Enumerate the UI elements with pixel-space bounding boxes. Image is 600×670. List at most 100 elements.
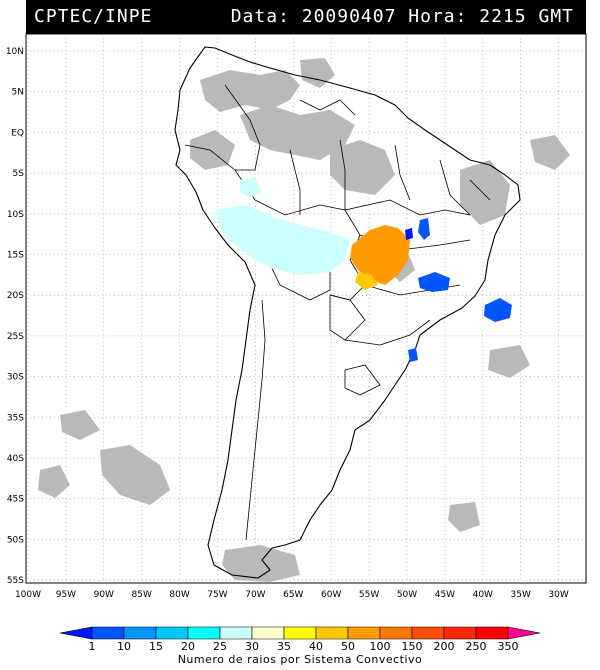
legend-colorbar <box>59 626 541 640</box>
system-cyan-peru <box>240 178 262 198</box>
lat-label: 40S <box>7 454 24 464</box>
lat-label: 10S <box>7 210 24 220</box>
cloud-east-atl <box>488 345 530 378</box>
legend-swatch <box>475 626 509 640</box>
lon-label: 50W <box>397 590 417 600</box>
cloud-cover <box>38 58 570 582</box>
border-brazil-amazon <box>289 139 411 215</box>
lon-label: 100W <box>15 590 41 600</box>
lon-label: 60W <box>321 590 341 600</box>
lon-label: 55W <box>359 590 379 600</box>
lat-label: 55S <box>7 576 24 586</box>
legend-swatch <box>347 626 381 640</box>
legend-tick: 30 <box>245 640 259 653</box>
system-yellow-mato-grosso <box>355 272 378 290</box>
border-northeast <box>439 159 491 216</box>
lat-label: EQ <box>11 128 24 138</box>
border-brazil-states-4 <box>344 319 431 346</box>
legend-tick: 40 <box>309 640 323 653</box>
cloud-atlantic-ne <box>530 135 570 170</box>
cloud-northeast <box>460 160 510 225</box>
border-argentina-chile <box>245 299 266 541</box>
legend-tick: 35 <box>277 640 291 653</box>
legend-tick-labels: 1 10 15 20 25 30 35 40 50 100 150 200 250 350 <box>89 640 519 653</box>
border-paraguay <box>329 294 366 341</box>
border-colombia-venezuela <box>224 84 261 171</box>
legend-tick: 20 <box>181 640 195 653</box>
cloud-guyana <box>300 58 335 88</box>
legend-tick: 10 <box>117 640 131 653</box>
legend-tick: 1 <box>89 640 96 653</box>
legend-swatch <box>251 626 285 640</box>
lat-label: 5S <box>13 169 25 179</box>
continent-outline <box>174 46 521 579</box>
system-blue-sp <box>408 348 418 362</box>
lat-label: 50S <box>7 535 24 545</box>
cloud-north-amazon <box>240 105 355 160</box>
longitude-labels: 100W 95W 90W 85W 80W 75W 70W 65W 60W 55W 50W 45W 40W… <box>15 590 569 600</box>
cloud-patagonia-atl <box>100 445 170 505</box>
datetime-label: Data: 20090407 Hora: 2215 GMT <box>230 6 574 27</box>
cloud-pacific-west <box>38 465 70 498</box>
cloud-south-atl <box>448 502 480 532</box>
lon-label: 65W <box>283 590 303 600</box>
lat-label: 25S <box>7 332 24 342</box>
legend-tick: 15 <box>149 640 163 653</box>
coastline <box>174 46 521 579</box>
lon-label: 80W <box>169 590 189 600</box>
lat-label: 30S <box>7 373 24 383</box>
lon-label: 40W <box>473 590 493 600</box>
legend-swatch <box>155 626 189 640</box>
latitude-labels: 10N 5N EQ 5S 10S 15S 20S 25S 30S 35S 40S 45S 50S 55S <box>6 47 24 586</box>
lon-label: 95W <box>56 590 76 600</box>
legend-swatch <box>123 626 157 640</box>
legend-swatch <box>379 626 413 640</box>
map-frame <box>25 33 587 584</box>
legend-tick: 150 <box>402 640 423 653</box>
legend-swatch <box>411 626 445 640</box>
legend-swatch <box>219 626 253 640</box>
legend-tick: 200 <box>434 640 455 653</box>
lat-label: 45S <box>7 495 24 505</box>
system-orange-mato-grosso <box>350 225 410 285</box>
system-blue-goias <box>418 218 430 240</box>
border-guianas <box>299 99 356 116</box>
legend-tick: 100 <box>370 640 391 653</box>
lat-label: 35S <box>7 413 24 423</box>
lon-label: 30W <box>548 590 568 600</box>
system-blue-minas <box>418 272 450 292</box>
lat-label: 5N <box>12 88 24 98</box>
cloud-brazil-north <box>330 140 395 195</box>
legend-swatch <box>507 626 541 640</box>
map-header: CPTEC/INPE Data: 20090407 Hora: 2215 GMT <box>26 0 586 34</box>
legend-swatch <box>315 626 349 640</box>
cloud-north-venezuela <box>200 70 300 112</box>
lon-label: 70W <box>245 590 265 600</box>
legend-swatch <box>283 626 317 640</box>
legend-tick: 250 <box>466 640 487 653</box>
legend-tick: 25 <box>213 640 227 653</box>
system-cyan-bolivia <box>215 205 350 275</box>
legend-title: Numero de raios por Sistema Convectivo <box>177 653 423 666</box>
lat-label: 20S <box>7 291 24 301</box>
border-uruguay <box>344 364 381 396</box>
source-label: CPTEC/INPE <box>34 6 153 27</box>
legend-swatch <box>59 626 93 640</box>
legend-swatch <box>91 626 125 640</box>
lon-label: 85W <box>132 590 152 600</box>
legend-swatch <box>443 626 477 640</box>
legend-tick: 350 <box>498 640 519 653</box>
lat-label: 15S <box>7 251 24 261</box>
lon-label: 35W <box>511 590 531 600</box>
convective-systems <box>215 178 512 362</box>
cloud-pacific-mid <box>60 410 100 440</box>
cloud-colombia <box>190 130 235 170</box>
legend-tick: 50 <box>341 640 355 653</box>
lon-label: 90W <box>94 590 114 600</box>
system-blue-tocantins <box>405 228 413 240</box>
cloud-patagonia-south <box>222 545 300 582</box>
border-brazil-states-1 <box>344 199 471 216</box>
lat-label: 10N <box>6 47 24 57</box>
lon-label: 45W <box>435 590 455 600</box>
